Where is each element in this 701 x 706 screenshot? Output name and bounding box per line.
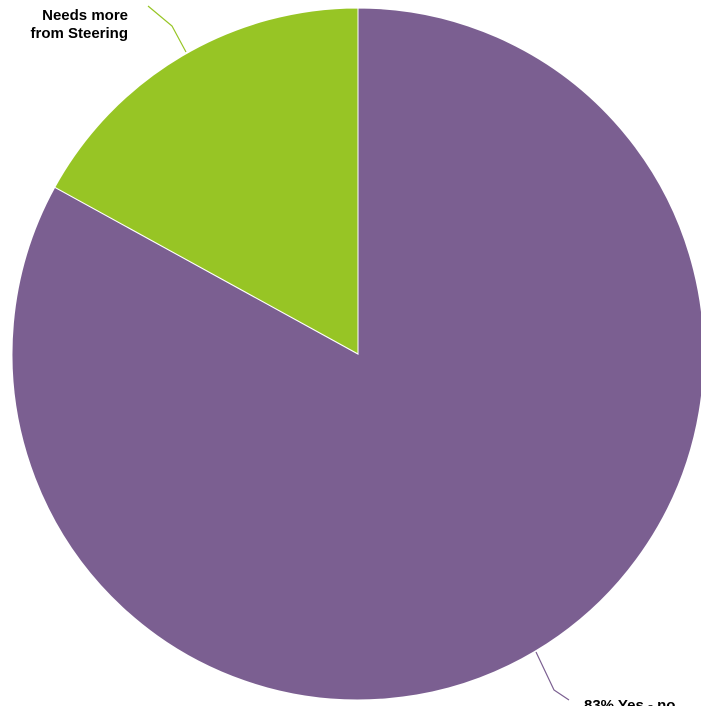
slice-label-1: Needs more from Steering <box>30 7 128 42</box>
slice-label-0-line-0: 83% Yes - no <box>584 697 675 706</box>
slice-label-1-line-1: from Steering <box>30 25 128 42</box>
leader-line-0 <box>535 651 570 701</box>
leader-line-1 <box>147 5 187 53</box>
pie-slice-0 <box>11 7 701 701</box>
slice-label-1-line-0: Needs more <box>42 7 128 24</box>
pie-slice-1 <box>54 7 359 355</box>
slice-label-0: 83% Yes - no <box>584 697 675 706</box>
